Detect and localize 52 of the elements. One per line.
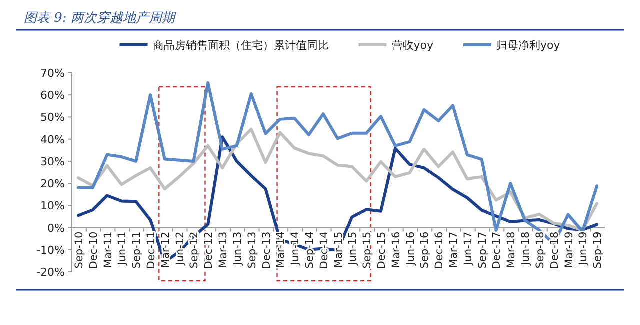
x-tick-label: Jun-14 bbox=[290, 231, 302, 266]
y-tick-label: 60% bbox=[40, 89, 65, 102]
x-tick-label: Dec-17 bbox=[491, 232, 504, 270]
x-tick-label: Jun-17 bbox=[462, 232, 474, 266]
x-tick-label: Dec-14 bbox=[318, 231, 330, 270]
x-tick-label: Mar-13 bbox=[218, 232, 230, 268]
x-tick-label: Jun-18 bbox=[520, 232, 532, 266]
x-tick-label: Jun-11 bbox=[116, 232, 129, 266]
x-tick-label: Mar-12 bbox=[160, 232, 172, 268]
x-tick-label: Sep-12 bbox=[188, 232, 201, 269]
x-tick-label: Sep-11 bbox=[131, 232, 144, 269]
x-tick-label: Sep-16 bbox=[419, 231, 432, 269]
x-tick-label: Sep-18 bbox=[534, 232, 546, 269]
x-tick-label: Sep-13 bbox=[246, 232, 258, 269]
x-tick-label: Jun-15 bbox=[347, 232, 360, 266]
x-tick-label: Mar-14 bbox=[275, 231, 288, 268]
x-tick-label: Sep-19 bbox=[592, 232, 604, 269]
y-tick-label: -20% bbox=[36, 266, 65, 279]
x-tick-label: Sep-17 bbox=[476, 232, 489, 269]
x-tick-label: Jun-13 bbox=[232, 232, 244, 266]
line-series bbox=[76, 128, 599, 232]
legend-label: 营收yoy bbox=[392, 39, 434, 52]
x-tick-label: Mar-11 bbox=[102, 232, 114, 268]
x-tick-label: Jun-12 bbox=[174, 232, 186, 266]
legend-label: 归母净利yoy bbox=[496, 39, 561, 52]
x-tick-label: Mar-16 bbox=[390, 231, 402, 268]
y-tick-label: 70% bbox=[40, 67, 65, 80]
x-tick-label: Dec-15 bbox=[376, 232, 388, 270]
y-tick-label: 10% bbox=[40, 200, 65, 213]
y-tick-label: 50% bbox=[40, 111, 65, 124]
x-tick-label: Dec-10 bbox=[88, 232, 100, 270]
x-tick-label: Mar-19 bbox=[563, 232, 576, 268]
x-tick-label: Sep-14 bbox=[304, 231, 316, 269]
y-tick-label: 0% bbox=[48, 222, 65, 235]
x-tick-label: Dec-11 bbox=[146, 232, 158, 270]
y-tick-label: -10% bbox=[36, 244, 65, 257]
x-tick-label: Dec-13 bbox=[260, 232, 273, 270]
x-tick-label: Mar-17 bbox=[448, 232, 460, 268]
x-tick-label: Dec-16 bbox=[434, 231, 446, 270]
legend-label: 商品房销售面积（住宅）累计值同比 bbox=[152, 39, 329, 52]
x-tick-label: Dec-12 bbox=[203, 232, 216, 270]
y-tick-label: 30% bbox=[40, 155, 65, 168]
y-tick-label: 40% bbox=[40, 133, 65, 146]
x-tick-label: Sep-10 bbox=[73, 232, 86, 269]
chart-title: 图表 9: 两次穿越地产周期 bbox=[24, 11, 177, 26]
y-tick-label: 20% bbox=[40, 178, 65, 191]
x-tick-label: Mar-15 bbox=[332, 232, 345, 268]
x-tick-label: Sep-15 bbox=[362, 232, 374, 269]
x-tick-label: Jun-16 bbox=[404, 231, 417, 266]
x-tick-label: Jun-19 bbox=[578, 232, 590, 266]
x-tick-label: Mar-18 bbox=[506, 232, 518, 268]
x-tick-label: Dec-18 bbox=[548, 232, 561, 270]
